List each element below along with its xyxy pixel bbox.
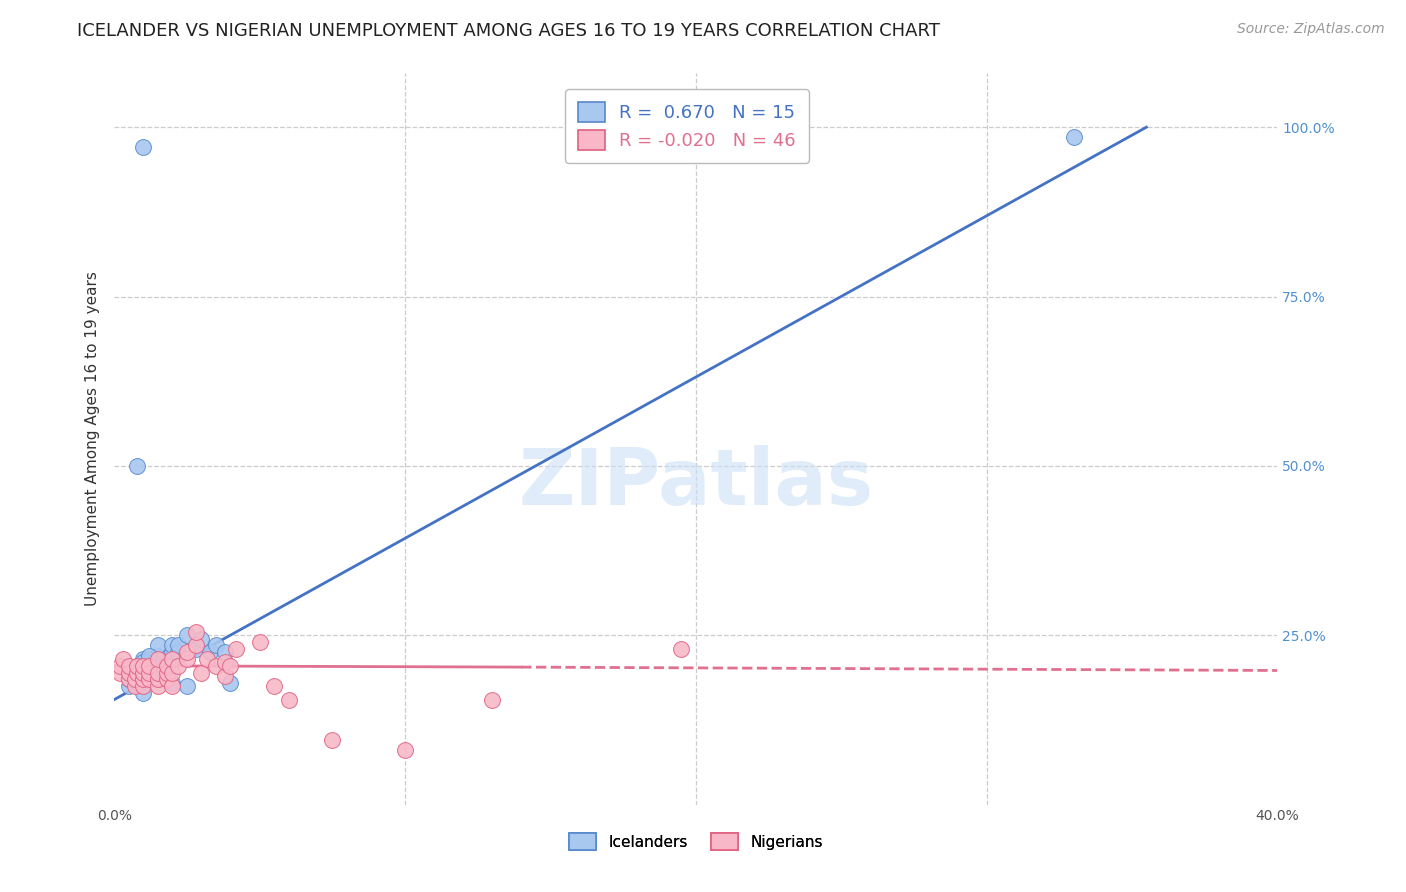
- Point: [146, 652, 169, 666]
- Point: [184, 624, 207, 639]
- Point: [1063, 130, 1085, 145]
- Point: [155, 658, 177, 673]
- Point: [118, 673, 141, 687]
- Legend: Icelanders, Nigerians: Icelanders, Nigerians: [560, 824, 832, 859]
- Point: [146, 665, 169, 680]
- Point: [190, 665, 212, 680]
- Point: [167, 639, 190, 653]
- Point: [127, 665, 149, 680]
- Point: [394, 743, 416, 757]
- Point: [155, 665, 177, 680]
- Text: Source: ZipAtlas.com: Source: ZipAtlas.com: [1237, 22, 1385, 37]
- Point: [176, 652, 198, 666]
- Point: [124, 679, 146, 693]
- Point: [111, 652, 134, 666]
- Point: [176, 628, 198, 642]
- Point: [132, 679, 155, 693]
- Point: [167, 645, 190, 659]
- Point: [184, 639, 207, 653]
- Point: [219, 675, 242, 690]
- Point: [225, 641, 247, 656]
- Point: [138, 673, 160, 687]
- Point: [219, 658, 242, 673]
- Point: [127, 458, 149, 473]
- Point: [162, 645, 184, 659]
- Point: [132, 673, 155, 687]
- Point: [277, 692, 299, 706]
- Point: [118, 658, 141, 673]
- Point: [132, 679, 155, 693]
- Text: ICELANDER VS NIGERIAN UNEMPLOYMENT AMONG AGES 16 TO 19 YEARS CORRELATION CHART: ICELANDER VS NIGERIAN UNEMPLOYMENT AMONG…: [77, 22, 941, 40]
- Point: [132, 686, 155, 700]
- Point: [108, 658, 131, 673]
- Point: [198, 645, 221, 659]
- Point: [321, 733, 343, 747]
- Point: [263, 679, 285, 693]
- Point: [162, 665, 184, 680]
- Point: [146, 648, 169, 663]
- Point: [127, 658, 149, 673]
- Point: [155, 665, 177, 680]
- Point: [132, 658, 155, 673]
- Point: [155, 673, 177, 687]
- Point: [205, 639, 228, 653]
- Point: [162, 679, 184, 693]
- Point: [108, 665, 131, 680]
- Point: [155, 656, 177, 670]
- Point: [162, 675, 184, 690]
- Point: [138, 652, 160, 666]
- Point: [167, 658, 190, 673]
- Point: [205, 658, 228, 673]
- Y-axis label: Unemployment Among Ages 16 to 19 years: Unemployment Among Ages 16 to 19 years: [86, 271, 100, 607]
- Point: [138, 658, 160, 673]
- Point: [138, 662, 160, 676]
- Point: [146, 662, 169, 676]
- Point: [162, 639, 184, 653]
- Point: [132, 140, 155, 154]
- Point: [162, 652, 184, 666]
- Point: [214, 656, 236, 670]
- Point: [132, 652, 155, 666]
- Point: [184, 641, 207, 656]
- Point: [249, 635, 271, 649]
- Point: [127, 658, 149, 673]
- Point: [138, 648, 160, 663]
- Point: [176, 645, 198, 659]
- Point: [146, 639, 169, 653]
- Point: [190, 632, 212, 646]
- Point: [118, 673, 141, 687]
- Point: [124, 673, 146, 687]
- Point: [146, 679, 169, 693]
- Point: [214, 645, 236, 659]
- Point: [132, 656, 155, 670]
- Point: [176, 679, 198, 693]
- Point: [214, 669, 236, 683]
- Point: [127, 665, 149, 680]
- Point: [138, 665, 160, 680]
- Point: [132, 665, 155, 680]
- Text: ZIPatlas: ZIPatlas: [519, 445, 873, 521]
- Point: [146, 673, 169, 687]
- Point: [118, 679, 141, 693]
- Point: [146, 673, 169, 687]
- Point: [118, 665, 141, 680]
- Point: [669, 641, 692, 656]
- Point: [481, 692, 503, 706]
- Point: [195, 652, 218, 666]
